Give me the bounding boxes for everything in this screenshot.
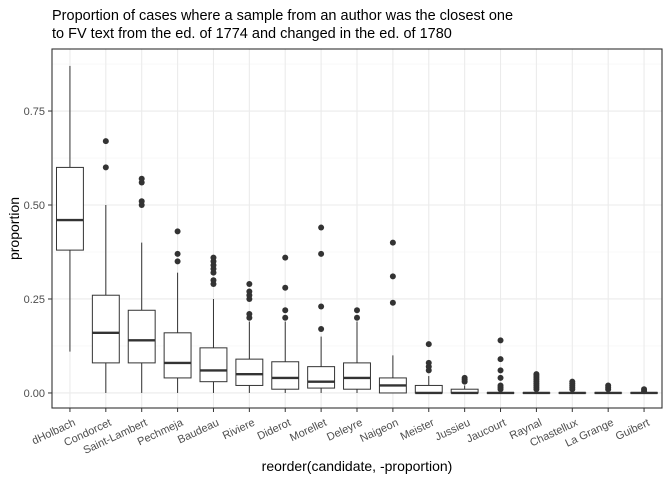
chart-title-line-2: to FV text from the ed. of 1774 and chan… — [52, 26, 452, 42]
box-riviere — [235, 280, 264, 393]
outlier-point — [497, 374, 504, 381]
outlier-point — [174, 258, 181, 265]
box-iqr — [55, 166, 84, 251]
x-tick-label: Jaucourt — [465, 417, 508, 446]
chart-title-line-1: Proportion of cases where a sample from … — [52, 8, 513, 24]
x-tick-label: Morellet — [288, 417, 329, 444]
outlier-point — [569, 378, 576, 385]
box-iqr — [163, 332, 192, 379]
box-jaucourt — [486, 337, 515, 395]
outlier-point — [641, 386, 648, 393]
box-iqr — [91, 294, 120, 364]
box-pechmeja — [163, 228, 192, 393]
x-axis-title: reorder(candidate, -proportion) — [262, 458, 453, 474]
y-tick-label: 0.50 — [24, 200, 45, 212]
outlier-point — [533, 371, 540, 378]
outlier-point — [425, 341, 432, 348]
outlier-point — [354, 314, 360, 321]
box-iqr — [199, 347, 228, 383]
outlier-point — [174, 250, 181, 257]
outlier-point — [210, 254, 217, 261]
y-tick-label: 0.00 — [24, 388, 45, 400]
box-saint-lambert — [127, 175, 156, 393]
outlier-point — [138, 175, 145, 182]
outlier-point — [282, 254, 289, 261]
outlier-point — [497, 337, 504, 344]
y-axis: 0.00 0.25 0.50 0.75 — [24, 106, 52, 400]
outlier-point — [282, 307, 289, 314]
box-baudeau — [199, 254, 228, 393]
box-iqr — [235, 358, 264, 386]
y-axis-title: proportion — [6, 197, 22, 260]
outlier-point — [318, 303, 325, 310]
outlier-point — [246, 288, 253, 295]
outlier-point — [425, 359, 432, 366]
y-tick-label: 0.25 — [24, 294, 45, 306]
outlier-point — [461, 374, 468, 381]
outlier-point — [210, 277, 217, 284]
box-jussieu — [450, 374, 479, 395]
x-tick-label: Baudeau — [176, 417, 221, 446]
x-tick-label: Meister — [399, 417, 437, 443]
outlier-point — [605, 382, 612, 389]
x-axis: dHolbachCondorcetSaint-LambertPechmejaBa… — [30, 408, 652, 457]
box-iqr — [127, 309, 156, 364]
outlier-point — [318, 326, 325, 333]
box-condorcet — [91, 138, 120, 393]
box-dholbach — [55, 65, 84, 352]
outlier-point — [138, 198, 145, 205]
x-tick-label: Naigeon — [358, 417, 400, 445]
box-diderot — [271, 254, 300, 393]
outlier-point — [389, 239, 396, 246]
box-iqr — [307, 366, 336, 389]
outlier-point — [354, 307, 360, 314]
outlier-point — [318, 224, 325, 231]
box-morellet — [307, 224, 336, 393]
boxes-layer — [55, 65, 659, 395]
outlier-point — [389, 299, 396, 306]
x-tick-label: Diderot — [256, 417, 293, 443]
box-guibert — [630, 386, 659, 395]
outlier-point — [389, 273, 396, 280]
outlier-point — [174, 228, 181, 235]
outlier-point — [246, 311, 253, 318]
outlier-point — [497, 356, 504, 363]
outlier-point — [102, 138, 109, 145]
box-chastellux — [558, 378, 587, 395]
outlier-point — [282, 284, 289, 291]
outlier-point — [497, 367, 504, 374]
x-tick-label: Riviere — [221, 417, 257, 442]
box-naigeon — [378, 239, 407, 394]
box-deleyre — [343, 307, 371, 393]
outlier-point — [497, 382, 504, 389]
box-iqr — [343, 362, 371, 390]
box-la-grange — [594, 382, 623, 395]
y-tick-label: 0.75 — [24, 106, 45, 118]
box-meister — [414, 341, 443, 395]
outlier-point — [318, 250, 325, 257]
x-tick-label: Guibert — [614, 417, 652, 443]
outlier-point — [102, 164, 109, 171]
box-iqr — [271, 361, 300, 390]
box-raynal — [522, 371, 551, 395]
outlier-point — [282, 314, 289, 321]
outlier-point — [246, 280, 253, 287]
x-tick-label: Deleyre — [325, 417, 364, 444]
